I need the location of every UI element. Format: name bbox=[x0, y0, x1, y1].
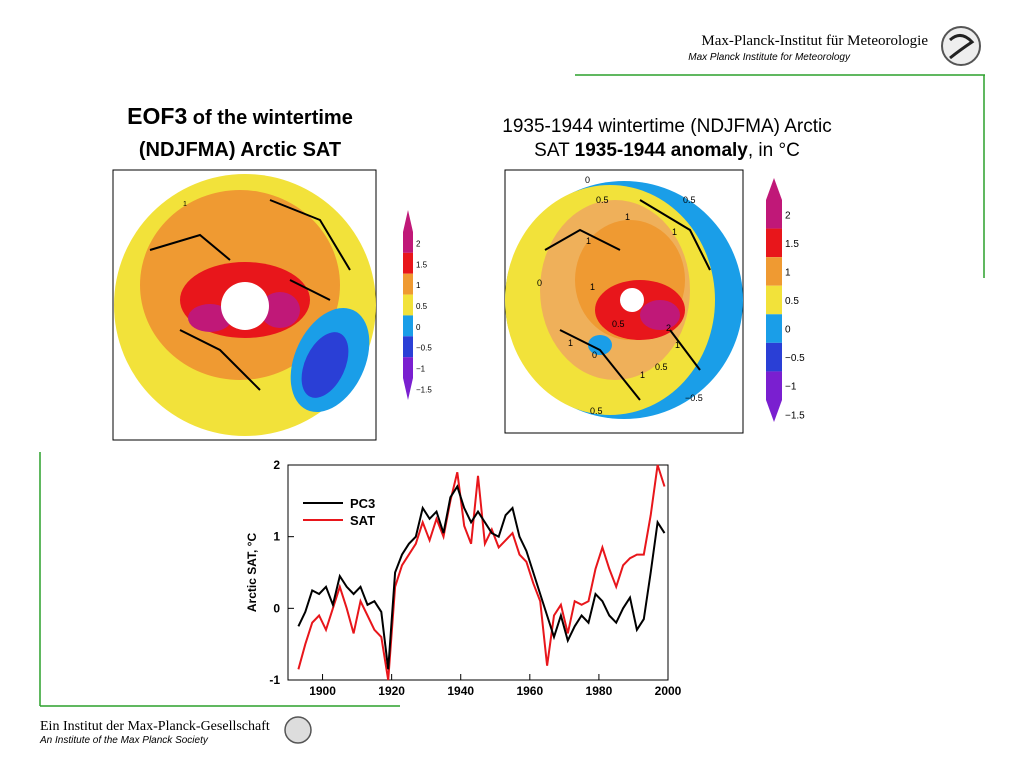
logo bbox=[941, 26, 981, 66]
map-label: 1 bbox=[586, 236, 591, 246]
y-tick-label: 1 bbox=[273, 530, 280, 544]
colorbar-segment bbox=[766, 228, 782, 258]
left-map bbox=[112, 169, 377, 441]
map-label: 1 bbox=[675, 340, 680, 350]
panel-title: EOF3 of the wintertime bbox=[127, 103, 353, 129]
colorbar-segment bbox=[403, 232, 413, 253]
colorbar-segment bbox=[766, 314, 782, 343]
colorbar-label: 1 bbox=[785, 267, 791, 278]
colorbar-cap bbox=[766, 400, 782, 422]
colorbar-label: −1 bbox=[416, 365, 426, 374]
colorbar-cap bbox=[766, 178, 782, 200]
y-axis-label: Arctic SAT, °C bbox=[245, 533, 259, 613]
x-tick-label: 1900 bbox=[309, 684, 336, 698]
title-part: , in °C bbox=[748, 140, 800, 161]
institute-name: Max-Planck-Institut für Meteorologie bbox=[701, 33, 928, 49]
colorbar-label: −0.5 bbox=[785, 353, 805, 364]
colorbar-segment bbox=[766, 342, 782, 372]
map-label: 1 bbox=[625, 212, 630, 222]
society-name-en: An Institute of the Max Planck Society bbox=[39, 735, 209, 746]
colorbar-label: −0.5 bbox=[416, 344, 432, 353]
colorbar-cap bbox=[403, 378, 413, 400]
map-label: 2 bbox=[666, 323, 671, 333]
logo bbox=[284, 716, 312, 744]
colorbar-label: −1.5 bbox=[785, 410, 805, 421]
map-label: 0.5 bbox=[596, 195, 609, 205]
colorbar-label: 0 bbox=[416, 323, 421, 332]
map-label: 1 bbox=[672, 227, 677, 237]
map-label: 1 bbox=[568, 338, 573, 348]
map-label: 0.5 bbox=[612, 319, 625, 329]
title-bold: EOF3 bbox=[127, 103, 187, 129]
map-label: 0 bbox=[537, 278, 542, 288]
colorbar-segment bbox=[766, 200, 782, 229]
map-label: 0 bbox=[592, 350, 597, 360]
colorbar-label: 0.5 bbox=[785, 296, 799, 307]
x-tick-label: 1920 bbox=[378, 684, 405, 698]
title-part: 1935-1944 anomaly bbox=[575, 140, 749, 161]
map-label: 1 bbox=[640, 370, 645, 380]
colorbar-segment bbox=[766, 285, 782, 315]
y-tick-label: 0 bbox=[273, 601, 280, 615]
colorbar-segment bbox=[403, 294, 413, 316]
colorbar-segment bbox=[766, 371, 782, 400]
map-label: 0.5 bbox=[655, 362, 668, 372]
logo-mark bbox=[948, 34, 975, 60]
map-label: 1 bbox=[590, 282, 595, 292]
series-line bbox=[297, 464, 666, 681]
colorbar-segment bbox=[403, 273, 413, 295]
legend-label: SAT bbox=[350, 513, 375, 528]
colorbar-label: 2 bbox=[785, 210, 791, 221]
colorbar-label: 2 bbox=[416, 239, 421, 248]
map-label: −0.5 bbox=[685, 393, 703, 403]
colorbar-cap bbox=[403, 210, 413, 232]
colorbar-label: 1 bbox=[416, 281, 421, 290]
x-tick-label: 1940 bbox=[447, 684, 474, 698]
colorbar-segment bbox=[766, 257, 782, 286]
x-tick-label: 2000 bbox=[655, 684, 682, 698]
map-label: 0 bbox=[585, 175, 590, 185]
map-label: 1 bbox=[183, 201, 187, 208]
x-tick-label: 1980 bbox=[586, 684, 613, 698]
y-tick-label: -1 bbox=[269, 673, 280, 687]
society-name: Ein Institut der Max-Planck-Gesellschaft bbox=[40, 719, 270, 734]
legend-label: PC3 bbox=[350, 496, 375, 511]
colorbar-segment bbox=[403, 315, 413, 337]
map-label: 0.5 bbox=[683, 195, 696, 205]
panel-title: (NDJFMA) Arctic SAT bbox=[139, 139, 341, 161]
colorbar-label: 0.5 bbox=[416, 302, 428, 311]
panel-title: SAT 1935-1944 anomaly, in °C bbox=[534, 140, 800, 161]
plot-frame bbox=[287, 464, 669, 681]
map-label: 0.5 bbox=[590, 406, 603, 416]
colorbar-label: −1 bbox=[785, 382, 797, 393]
panel-title: 1935-1944 wintertime (NDJFMA) Arctic bbox=[502, 116, 831, 137]
x-tick-label: 1960 bbox=[516, 684, 543, 698]
series-line bbox=[297, 484, 666, 670]
institute-name-en: Max Planck Institute for Meteorology bbox=[688, 52, 851, 63]
colorbar-label: −1.5 bbox=[416, 385, 432, 394]
right-map bbox=[504, 169, 744, 434]
colorbar-label: 1.5 bbox=[785, 239, 799, 250]
colorbar-label: 0 bbox=[785, 325, 791, 336]
colorbar-segment bbox=[403, 357, 413, 378]
colorbar-segment bbox=[403, 252, 413, 274]
title-part: SAT bbox=[534, 140, 574, 161]
title-part: of the wintertime bbox=[187, 107, 353, 129]
colorbar-label: 1.5 bbox=[416, 260, 428, 269]
colorbar-segment bbox=[403, 336, 413, 358]
y-tick-label: 2 bbox=[273, 458, 280, 472]
